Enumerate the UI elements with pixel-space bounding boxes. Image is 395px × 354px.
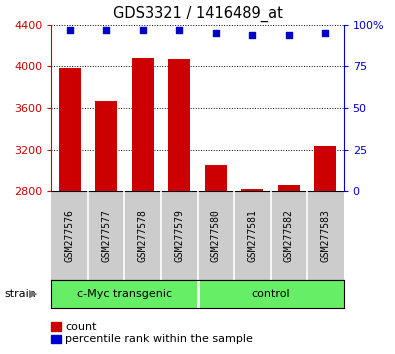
- Text: GSM277583: GSM277583: [320, 209, 330, 262]
- Text: control: control: [251, 289, 290, 299]
- Text: c-Myc transgenic: c-Myc transgenic: [77, 289, 172, 299]
- Point: [103, 27, 109, 33]
- Point: [66, 27, 73, 33]
- Bar: [59, 68, 81, 191]
- Bar: [278, 185, 300, 191]
- Text: GSM277580: GSM277580: [211, 209, 221, 262]
- Text: GSM277577: GSM277577: [101, 209, 111, 262]
- Bar: [314, 147, 336, 191]
- Text: GSM277576: GSM277576: [65, 209, 75, 262]
- Text: GSM277578: GSM277578: [138, 209, 148, 262]
- Text: GSM277582: GSM277582: [284, 209, 294, 262]
- Point: [286, 32, 292, 38]
- Bar: [168, 58, 190, 191]
- Text: count: count: [65, 322, 97, 332]
- Bar: [205, 165, 227, 191]
- Bar: [95, 101, 117, 191]
- Text: ▶: ▶: [29, 289, 38, 299]
- Point: [249, 32, 256, 38]
- Text: GSM277581: GSM277581: [247, 209, 257, 262]
- Point: [213, 30, 219, 36]
- Title: GDS3321 / 1416489_at: GDS3321 / 1416489_at: [113, 6, 282, 22]
- Text: strain: strain: [4, 289, 36, 299]
- Text: GSM277579: GSM277579: [174, 209, 184, 262]
- Bar: [241, 189, 263, 191]
- Text: percentile rank within the sample: percentile rank within the sample: [65, 334, 253, 344]
- Bar: [132, 58, 154, 191]
- Point: [322, 30, 329, 36]
- Point: [176, 27, 182, 33]
- Point: [139, 27, 146, 33]
